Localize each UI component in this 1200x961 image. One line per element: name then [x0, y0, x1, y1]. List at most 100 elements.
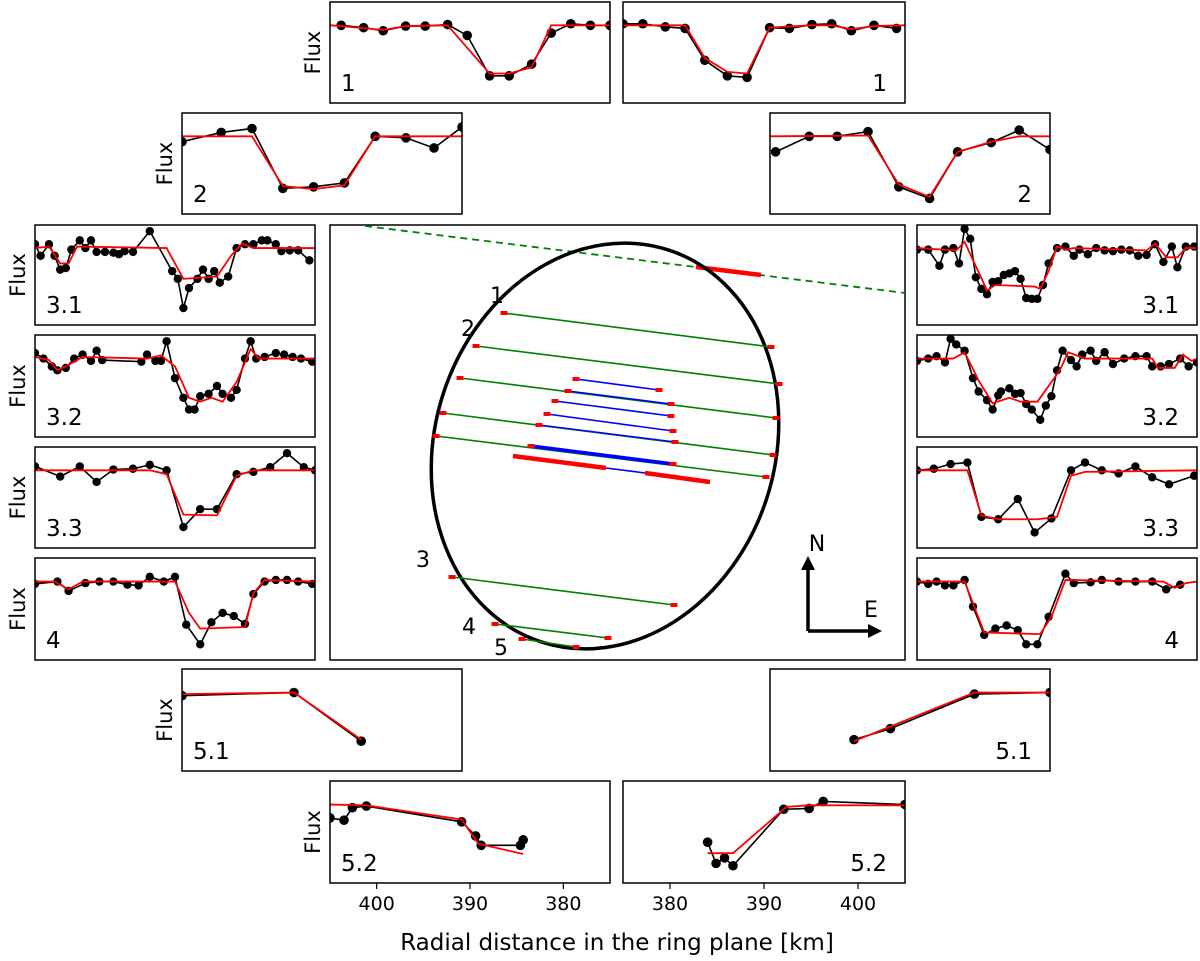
observed-flux-point [137, 357, 146, 366]
observed-flux-point [1066, 466, 1076, 475]
inner-chord-line [575, 378, 660, 391]
chord-endpoint [432, 434, 440, 438]
sky-plane-panel: 1 2 3 4 5 N E [329, 224, 906, 661]
observed-flux-point [1108, 359, 1118, 369]
observed-flux-point [170, 373, 180, 383]
panel-label: 3.1 [1142, 293, 1179, 319]
sky-plane-frame [329, 224, 906, 661]
chord-label-5: 5 [494, 636, 508, 661]
chord-endpoint [551, 399, 559, 403]
panel-background [770, 113, 1050, 214]
panel-label: 2 [193, 182, 208, 208]
observed-flux-point [660, 22, 671, 32]
observed-flux-point [954, 259, 964, 268]
observed-flux-point [702, 837, 713, 847]
observed-flux-point [170, 572, 180, 582]
observed-flux-point [1021, 640, 1031, 649]
light-curve-panel-4-left: 4 Flux [6, 557, 316, 661]
chord-line [521, 638, 577, 648]
observed-flux-point [968, 373, 978, 383]
observed-flux-point [145, 226, 154, 236]
light-curve-panel-2-left: 2 Flux [153, 112, 463, 215]
chord-endpoint [456, 376, 464, 380]
observed-flux-point [784, 23, 795, 34]
observed-flux-point [1162, 585, 1171, 594]
panel-background [917, 558, 1197, 660]
model-flux-line [917, 240, 1197, 292]
observed-flux-point [863, 126, 873, 137]
observed-flux-point [330, 813, 335, 823]
observed-flux-point [1014, 125, 1024, 135]
north-arrowhead-icon [801, 556, 815, 570]
observed-flux-point [128, 464, 138, 473]
panel-background [623, 2, 905, 103]
x-axis-label: Radial distance in the ring plane [km] [400, 930, 834, 956]
observed-flux-point [305, 256, 314, 265]
panel-background [182, 113, 462, 214]
observed-flux-point [218, 389, 227, 399]
chord-endpoint [775, 382, 783, 386]
observed-flux-point [991, 624, 1000, 633]
y-axis-label: Flux [6, 476, 30, 520]
observed-flux-point [100, 247, 110, 257]
panel-label: 3.1 [46, 293, 83, 319]
observed-flux-point [1148, 473, 1157, 482]
light-curve-panel-3.3-right: 3.3 [916, 446, 1198, 549]
panel-label: 5.1 [193, 739, 230, 765]
observed-flux-point [145, 572, 154, 582]
observed-flux-point [1072, 362, 1081, 371]
dashed-chord [364, 225, 905, 294]
model-flux-line [770, 134, 1050, 199]
observed-flux-point [232, 385, 241, 395]
chord-endpoint [439, 411, 447, 415]
observed-flux-point [429, 143, 439, 153]
observed-flux-point [971, 273, 980, 282]
chord-endpoint [564, 389, 572, 393]
observed-flux-point [56, 472, 65, 481]
observed-flux-point [204, 274, 213, 284]
x-axis-left: 400 390 380 [359, 893, 582, 915]
observed-flux-point [224, 272, 233, 281]
light-curve-panel-5.1-right: 5.1 [769, 668, 1051, 772]
model-flux-line [330, 24, 610, 75]
inner-chord-line [554, 400, 672, 417]
ring-segment [512, 453, 607, 471]
model-flux-line [182, 691, 362, 741]
chord-label-2: 2 [461, 317, 475, 342]
observed-flux-point [92, 346, 101, 355]
observed-flux-point [198, 265, 208, 274]
observed-flux-point [1041, 401, 1051, 410]
panel-label: 3.2 [1142, 405, 1179, 431]
observed-flux-point [977, 512, 986, 522]
observed-flux-point [1005, 384, 1014, 393]
observed-flux-point [1030, 528, 1039, 537]
observed-flux-point [1190, 471, 1197, 480]
observed-flux-point [36, 251, 45, 260]
observed-flux-point [156, 356, 166, 366]
chord-endpoint [762, 475, 770, 479]
panel-frame [916, 557, 1198, 661]
chord-endpoint [527, 444, 535, 448]
observed-flux-point [81, 578, 90, 588]
observed-flux-point [1181, 242, 1191, 251]
observed-flux-point [128, 247, 138, 257]
observed-flux-point [1061, 569, 1070, 578]
chord-endpoint [535, 423, 543, 427]
observed-flux-point [35, 462, 40, 471]
y-axis-label: Flux [6, 253, 30, 297]
model-flux-line [35, 579, 315, 630]
observed-flux-point [92, 477, 101, 487]
observed-flux-point [196, 392, 205, 401]
observed-flux-point [226, 393, 236, 402]
observed-flux-point [1159, 257, 1168, 267]
observed-flux-point [179, 303, 188, 313]
panel-label: 1 [341, 71, 356, 97]
observed-flux-point [339, 815, 349, 826]
observed-flux-point [963, 458, 972, 467]
observed-flux-point [722, 71, 733, 81]
observed-flux-point [247, 123, 257, 134]
observed-flux-point [179, 393, 188, 402]
observed-flux-point [260, 352, 269, 362]
observed-flux-point [894, 182, 904, 192]
observed-flux-point [1086, 578, 1095, 587]
